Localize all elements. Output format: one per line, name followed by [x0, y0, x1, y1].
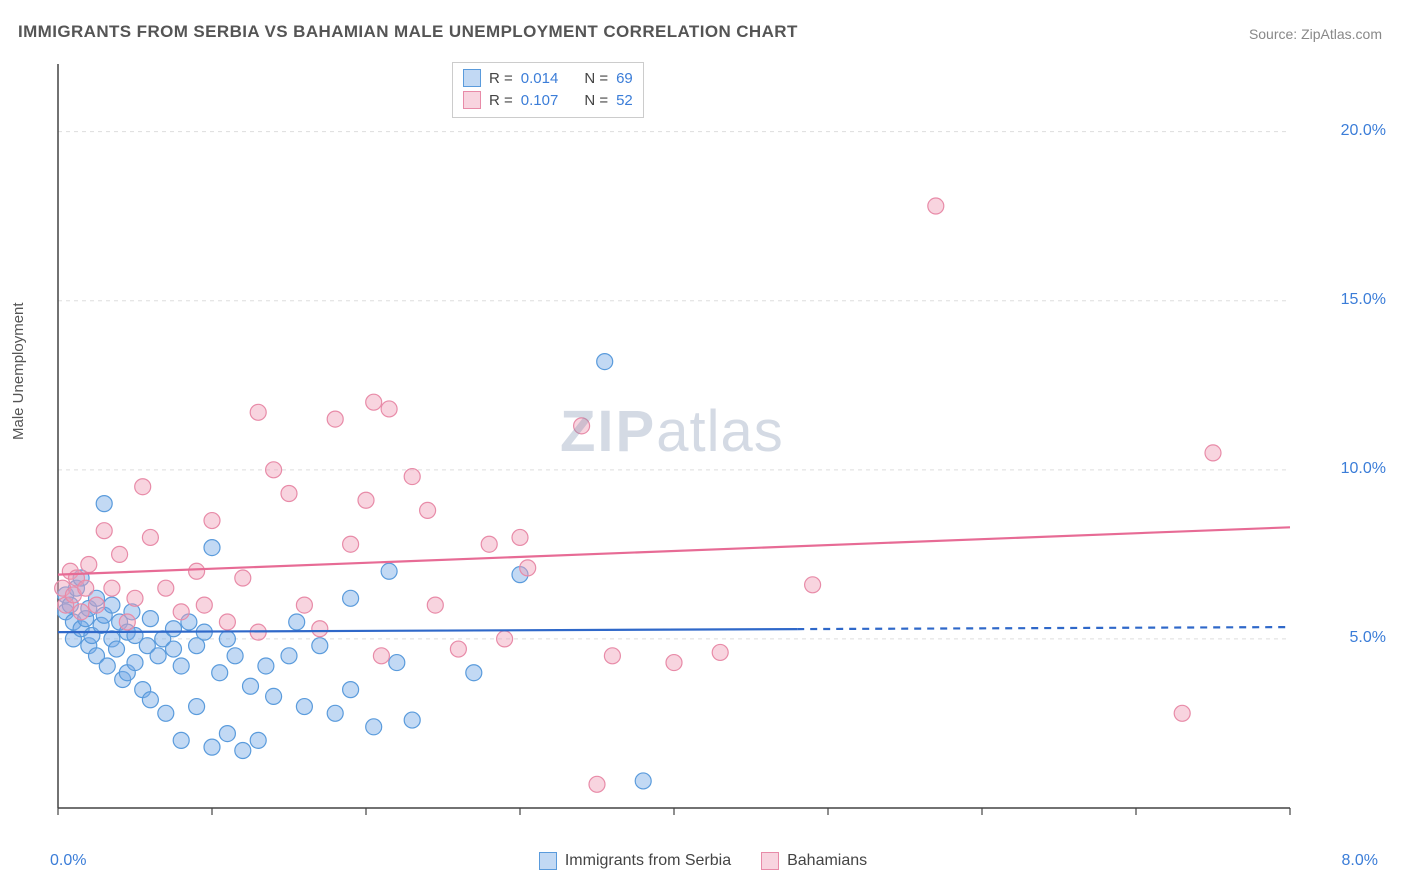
legend-swatch-bahamians: [463, 91, 481, 109]
legend-r-value-serbia: 0.014: [521, 70, 559, 87]
y-axis-label: Male Unemployment: [10, 302, 27, 440]
legend-swatch-bahamians: [761, 852, 779, 870]
legend-row-serbia: R = 0.014 N = 69: [463, 67, 633, 89]
legend-swatch-serbia: [463, 69, 481, 87]
legend-item-bahamians: Bahamians: [761, 852, 867, 870]
chart-title: IMMIGRANTS FROM SERBIA VS BAHAMIAN MALE …: [18, 22, 798, 42]
x-max-label: 8.0%: [1342, 852, 1378, 870]
legend-r-value-bahamians: 0.107: [521, 92, 559, 109]
legend-n-value-serbia: 69: [616, 70, 633, 87]
legend-statistics: R = 0.014 N = 69 R = 0.107 N = 52: [452, 62, 644, 118]
chart-container: IMMIGRANTS FROM SERBIA VS BAHAMIAN MALE …: [0, 0, 1406, 892]
legend-label-serbia: Immigrants from Serbia: [565, 852, 731, 870]
legend-item-serbia: Immigrants from Serbia: [539, 852, 731, 870]
y-tick-label: 5.0%: [1350, 629, 1386, 647]
legend-series: Immigrants from Serbia Bahamians: [539, 852, 867, 870]
legend-n-prefix: N =: [584, 92, 608, 109]
legend-r-prefix: R =: [489, 70, 513, 87]
y-tick-label: 15.0%: [1341, 291, 1386, 309]
plot-area: [48, 58, 1340, 838]
legend-bottom: 0.0% Immigrants from Serbia Bahamians 8.…: [0, 852, 1406, 870]
y-tick-label: 20.0%: [1341, 122, 1386, 140]
legend-r-prefix: R =: [489, 92, 513, 109]
legend-n-value-bahamians: 52: [616, 92, 633, 109]
legend-swatch-serbia: [539, 852, 557, 870]
legend-row-bahamians: R = 0.107 N = 52: [463, 89, 633, 111]
chart-svg: [48, 58, 1340, 838]
legend-n-prefix: N =: [584, 70, 608, 87]
legend-label-bahamians: Bahamians: [787, 852, 867, 870]
x-min-label: 0.0%: [50, 852, 86, 870]
source-label: Source: ZipAtlas.com: [1249, 26, 1382, 42]
y-tick-label: 10.0%: [1341, 460, 1386, 478]
